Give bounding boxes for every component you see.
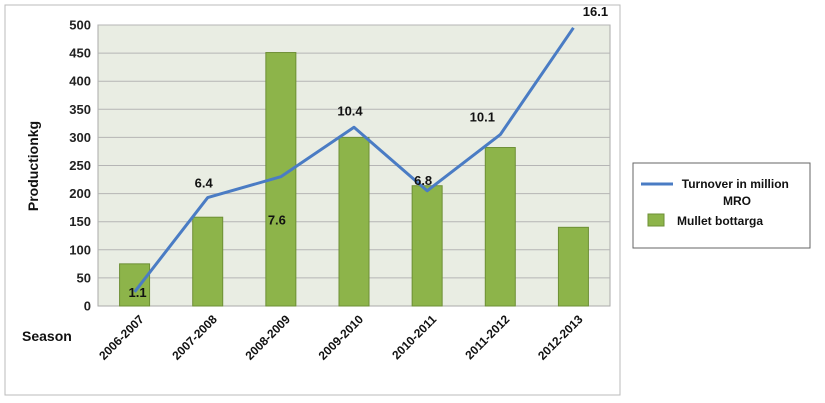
y-tick-label: 400: [69, 74, 91, 89]
bar: [265, 52, 297, 307]
series-line: [133, 26, 575, 293]
x-axis-label: Season: [22, 328, 72, 344]
y-tick-label: 450: [69, 46, 91, 61]
legend-bar-label: Mullet bottarga: [677, 214, 763, 228]
line-data-label: 10.4: [337, 103, 363, 118]
y-tick-label: 200: [69, 186, 91, 201]
y-tick-label: 500: [69, 18, 91, 33]
y-tick-labels: 0 50 100 150 200 250 300 350 400 450 500: [69, 18, 91, 314]
bar: [119, 263, 151, 307]
legend-line-label: Turnover in million MRO: [682, 177, 792, 208]
legend-box: [632, 162, 811, 249]
y-axis-label: Productionkg: [25, 121, 41, 211]
y-tick-label: 100: [69, 242, 91, 257]
y-tick-label: 50: [77, 270, 91, 285]
line-data-label: 7.6: [268, 213, 286, 228]
line-data-label: 6.4: [195, 176, 214, 191]
bar: [484, 147, 516, 307]
bar: [338, 136, 370, 307]
y-tick-label: 350: [69, 102, 91, 117]
bar: [192, 216, 224, 307]
line-series: [133, 26, 575, 293]
line-data-label: 16.1: [583, 4, 608, 19]
bar: [411, 185, 443, 307]
bar: [557, 226, 589, 307]
y-tick-label: 250: [69, 158, 91, 173]
y-tick-label: 300: [69, 130, 91, 145]
bar-series: [119, 52, 589, 307]
legend-bar-swatch: [647, 213, 665, 227]
y-tick-label: 150: [69, 214, 91, 229]
line-data-label: 6.8: [414, 173, 432, 188]
line-data-labels: 1.1 6.4 7.6 10.4 6.8 10.1 16.1: [129, 4, 609, 300]
legend: Turnover in million MRO Mullet bottarga: [632, 162, 811, 249]
line-data-label: 10.1: [470, 110, 495, 125]
y-tick-label: 0: [84, 299, 91, 314]
line-data-label: 1.1: [129, 285, 147, 300]
